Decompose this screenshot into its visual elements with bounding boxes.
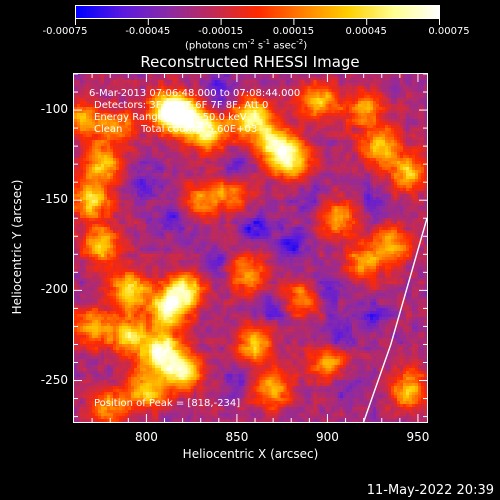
colorbar-tick-label: -0.00015 xyxy=(198,26,244,37)
y-tick-label: -150 xyxy=(40,192,68,207)
plot-overlay xyxy=(74,74,427,422)
x-tick-label: 950 xyxy=(406,430,430,444)
plot-title: Reconstructed RHESSI Image xyxy=(140,53,360,71)
y-tick-label: -100 xyxy=(40,102,68,117)
annotation-time-range: 6-Mar-2013 07:06:48.000 to 07:08:44.000 xyxy=(89,88,301,99)
colorbar-gradient xyxy=(76,6,439,18)
colorbar-ticks xyxy=(75,19,440,25)
plot-area: 6-Mar-2013 07:06:48.000 to 07:08:44.000 … xyxy=(73,73,428,423)
colorbar-tick-label: 0.00075 xyxy=(428,26,470,37)
x-tick-label: 800 xyxy=(134,430,158,444)
x-tick-label: 900 xyxy=(315,430,339,444)
annotation-energy-range: Energy Range: 25.0 - 50.0 keV xyxy=(94,112,247,123)
colorbar-tick-label: -0.00075 xyxy=(42,26,88,37)
x-tick-label: 850 xyxy=(225,430,249,444)
annotation-total-counts: Total counts: 5.60E+03 xyxy=(141,124,258,135)
colorbar xyxy=(75,5,440,19)
y-tick-label: -200 xyxy=(40,282,68,297)
colorbar-tick-label: 0.00045 xyxy=(345,26,387,37)
y-tick-label: -250 xyxy=(40,372,68,387)
solar-limb-line xyxy=(362,218,427,422)
x-axis-label: Heliocentric X (arcsec) xyxy=(182,447,319,461)
annotation-peak-position: Position of Peak = [818,-234] xyxy=(94,398,241,409)
y-axis-label: Heliocentric Y (arcsec) xyxy=(10,179,24,315)
annotation-method: Clean xyxy=(94,124,123,135)
heatmap-image xyxy=(74,74,427,422)
colorbar-unit-label: (photons cm-2 s-1 asec-2) xyxy=(185,38,308,52)
timestamp: 11-May-2022 20:39 xyxy=(366,483,494,498)
annotation-detectors: Detectors: 3F 4F 5F 6F 7F 8F, Att 0 xyxy=(94,100,269,111)
colorbar-tick-label: 0.00015 xyxy=(272,26,315,37)
colorbar-tick-label: -0.00045 xyxy=(125,26,171,37)
